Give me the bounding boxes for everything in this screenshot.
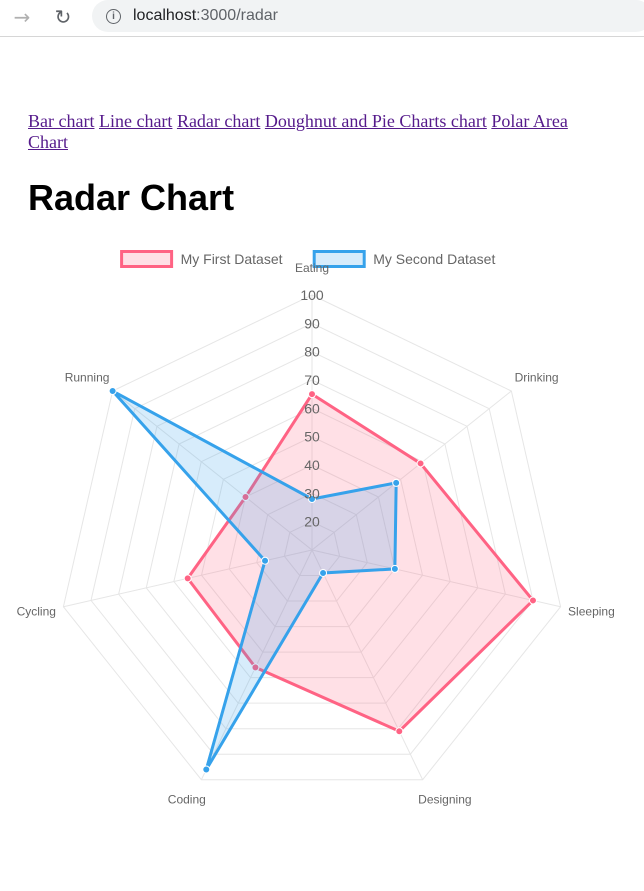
chart-nav-links: Bar chart Line chart Radar chart Doughnu… (28, 111, 588, 153)
url-path: :3000/radar (196, 7, 278, 24)
angle-line-drinking (311, 390, 512, 551)
angle-line-running (112, 390, 313, 551)
tick-label-80: 80 (304, 344, 320, 360)
category-label-running: Running (65, 370, 110, 384)
category-label-sleeping: Sleeping (568, 605, 615, 619)
data-point-my-second-dataset-sleeping[interactable] (390, 564, 399, 573)
category-label-drinking: Drinking (515, 370, 559, 384)
nav-link-doughnut-pie-chart[interactable]: Doughnut and Pie Charts chart (264, 111, 487, 131)
grid-ring-90 (90, 322, 534, 755)
angle-line-designing (311, 549, 424, 780)
category-label-coding: Coding (168, 793, 206, 807)
url-host: localhost (133, 7, 197, 24)
data-point-my-first-dataset-running[interactable] (241, 493, 250, 502)
grid-ring-40 (228, 464, 396, 628)
data-point-my-first-dataset-drinking[interactable] (416, 459, 425, 468)
tick-label-70: 70 (304, 372, 320, 388)
data-point-my-first-dataset-designing[interactable] (395, 727, 404, 736)
tick-label-40: 40 (304, 457, 320, 473)
grid-ring-80 (118, 351, 506, 730)
grid-ring-50 (200, 436, 424, 653)
tick-label-30: 30 (304, 485, 320, 501)
legend-swatch-my-second-dataset[interactable] (312, 250, 366, 268)
nav-link-polar-area-chart[interactable]: Polar Area Chart (28, 111, 568, 152)
tick-label-60: 60 (304, 400, 320, 416)
data-point-my-first-dataset-cycling[interactable] (183, 574, 192, 583)
tick-label-100: 100 (300, 287, 324, 303)
category-label-cycling: Cycling (17, 605, 56, 619)
page-title: Radar Chart (28, 177, 235, 218)
info-icon[interactable]: i (106, 8, 121, 24)
data-point-my-second-dataset-cycling[interactable] (261, 556, 270, 565)
data-point-my-first-dataset-eating[interactable] (308, 390, 316, 399)
data-point-my-second-dataset-running[interactable] (108, 387, 117, 396)
grid-ring-30 (256, 492, 368, 602)
nav-link-radar-chart[interactable]: Radar chart (176, 111, 261, 131)
url-text[interactable]: localhost:3000/radar (133, 7, 278, 25)
angle-line-sleeping (311, 549, 561, 608)
category-label-designing: Designing (418, 793, 471, 807)
tick-label-90: 90 (304, 315, 320, 331)
legend-label-my-first-dataset[interactable]: My First Dataset (181, 251, 283, 267)
browser-toolbar: → ↻ i localhost:3000/radar (0, 0, 644, 37)
data-point-my-second-dataset-eating[interactable] (308, 495, 316, 503)
series-area-my-second-dataset (111, 389, 398, 771)
nav-link-bar-chart[interactable]: Bar chart (28, 111, 95, 131)
tick-label-50: 50 (304, 429, 320, 445)
radar-chart: My First Dataset My Second Dataset Eating D… (17, 250, 615, 807)
data-point-my-second-dataset-coding[interactable] (202, 765, 211, 774)
grid-ring-60 (173, 407, 451, 679)
data-point-my-first-dataset-sleeping[interactable] (528, 596, 537, 605)
reload-icon[interactable]: ↻ (54, 5, 72, 29)
back-arrow-icon[interactable]: → (13, 5, 31, 29)
tick-label-20: 20 (304, 514, 320, 530)
data-point-my-second-dataset-drinking[interactable] (392, 478, 401, 487)
legend-swatch-my-first-dataset[interactable] (120, 250, 174, 268)
grid-ring-100 (62, 294, 562, 781)
grid-ring-70 (145, 379, 479, 704)
legend-label-my-second-dataset[interactable]: My Second Dataset (373, 251, 495, 267)
data-point-my-first-dataset-coding[interactable] (251, 663, 260, 672)
data-point-my-second-dataset-designing[interactable] (319, 568, 328, 577)
nav-link-line-chart[interactable]: Line chart (98, 111, 173, 131)
grid-ring-20 (283, 521, 341, 577)
category-label-eating: Eating (295, 261, 329, 275)
address-bar[interactable]: i localhost:3000/radar (92, 0, 644, 32)
